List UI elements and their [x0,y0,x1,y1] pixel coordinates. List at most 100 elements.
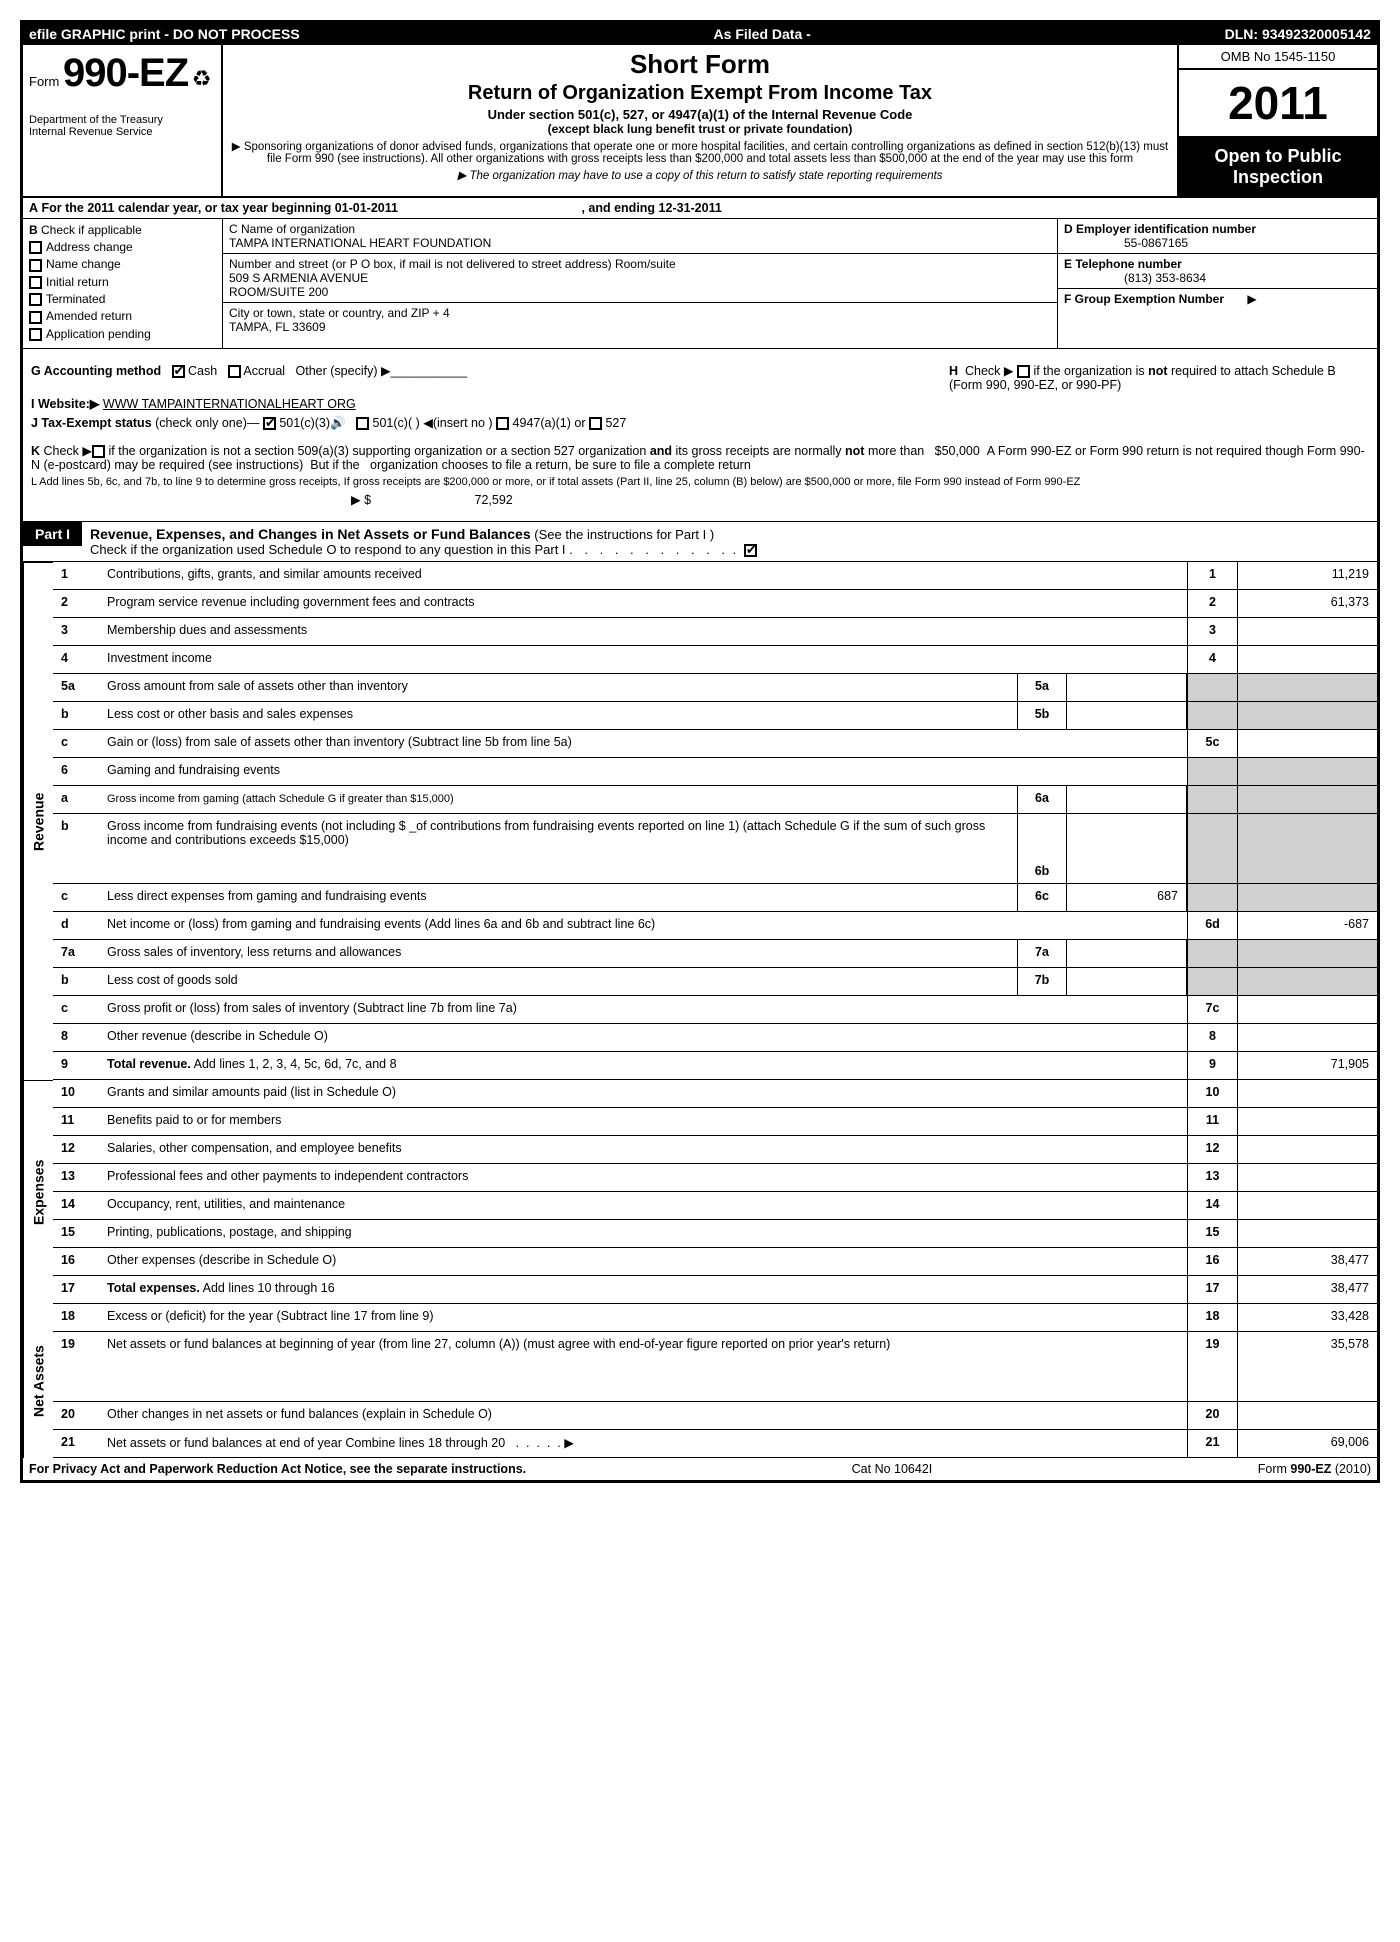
subtitle-2: (except black lung benefit trust or priv… [231,122,1169,136]
line-num: 20 [53,1402,103,1429]
topbar-left: efile GRAPHIC print - DO NOT PROCESS [29,26,300,42]
tax-year: 2011 [1179,70,1377,138]
middle-block: G Accounting method Cash Accrual Other (… [23,349,1377,522]
outer-shaded [1187,940,1237,967]
line-desc: Net assets or fund balances at beginning… [103,1332,1187,1401]
line-num: 10 [53,1080,103,1107]
chk-amended-return[interactable]: Amended return [29,309,216,323]
chk-address-change[interactable]: Address change [29,240,216,254]
omb-number: OMB No 1545-1150 [1179,45,1377,70]
line-num: 16 [53,1248,103,1275]
chk-application-pending[interactable]: Application pending [29,327,216,341]
chk-initial-return[interactable]: Initial return [29,275,216,289]
fine-print-1: ▶ Sponsoring organizations of donor advi… [231,139,1169,165]
line-num: b [53,702,103,729]
expenses-label: Expenses [23,1080,53,1304]
outer-num: 2 [1187,590,1237,617]
line-num: 5a [53,674,103,701]
f-label: F Group Exemption Number [1064,292,1224,306]
outer-shaded-val [1237,884,1377,911]
g-accounting: G Accounting method Cash Accrual Other (… [31,363,467,392]
chk-cash[interactable] [172,365,185,378]
outer-val: 69,006 [1237,1430,1377,1457]
chk-accrual[interactable] [228,365,241,378]
outer-shaded [1187,968,1237,995]
c-label: C Name of organization [229,222,1051,236]
topbar-right: DLN: 93492320005142 [1225,26,1371,42]
line-num: 2 [53,590,103,617]
line-desc: Investment income [103,646,1187,673]
line-desc: Membership dues and assessments [103,618,1187,645]
line-num: 17 [53,1276,103,1303]
line-desc: Gain or (loss) from sale of assets other… [103,730,1187,757]
outer-val [1237,1108,1377,1135]
chk-4947[interactable] [496,417,509,430]
chk-name-change[interactable]: Name change [29,257,216,271]
line-row: 19Net assets or fund balances at beginni… [53,1332,1377,1402]
outer-val: -687 [1237,912,1377,939]
inner-num: 5b [1017,702,1067,729]
section-d-e-f: D Employer identification number 55-0867… [1057,219,1377,348]
line-num: a [53,786,103,813]
e-label: E Telephone number [1064,257,1182,271]
line-row: 1Contributions, gifts, grants, and simil… [53,562,1377,590]
line-row: bLess cost of goods sold7b [53,968,1377,996]
chk-k[interactable] [92,445,105,458]
line-num: 6 [53,758,103,785]
outer-num: 4 [1187,646,1237,673]
line-num: 18 [53,1304,103,1331]
outer-num: 15 [1187,1220,1237,1247]
outer-val [1237,1192,1377,1219]
top-bar: efile GRAPHIC print - DO NOT PROCESS As … [23,23,1377,45]
line-desc: Net assets or fund balances at end of ye… [103,1430,1187,1457]
line-row: 5aGross amount from sale of assets other… [53,674,1377,702]
outer-num: 18 [1187,1304,1237,1331]
inner-num: 6a [1017,786,1067,813]
line-desc: Less cost or other basis and sales expen… [103,702,1017,729]
chk-terminated[interactable]: Terminated [29,292,216,306]
line-desc: Program service revenue including govern… [103,590,1187,617]
netassets-section: Net Assets 18Excess or (deficit) for the… [23,1304,1377,1458]
chk-schedule-o[interactable] [744,544,757,557]
inner-num: 6c [1017,884,1067,911]
phone-value: (813) 353-8634 [1064,271,1371,285]
line-row: 14Occupancy, rent, utilities, and mainte… [53,1192,1377,1220]
inner-val [1067,814,1187,883]
line-row: cGain or (loss) from sale of assets othe… [53,730,1377,758]
outer-val: 38,477 [1237,1248,1377,1275]
header-left: Form 990-EZ ♻ Department of the Treasury… [23,45,223,196]
topbar-mid: As Filed Data - [714,26,811,42]
chk-schedule-b[interactable] [1017,365,1030,378]
line-num: 7a [53,940,103,967]
chk-501c3[interactable] [263,417,276,430]
dept-treasury: Department of the Treasury [29,114,215,126]
line-row: 6Gaming and fundraising events [53,758,1377,786]
chk-501c[interactable] [356,417,369,430]
inner-val [1067,674,1187,701]
line-num: 14 [53,1192,103,1219]
line-row: 15Printing, publications, postage, and s… [53,1220,1377,1248]
line-desc: Less cost of goods sold [103,968,1017,995]
outer-shaded [1187,884,1237,911]
outer-num: 13 [1187,1164,1237,1191]
outer-num: 17 [1187,1276,1237,1303]
line-num: 1 [53,562,103,589]
d-label: D Employer identification number [1064,222,1256,236]
outer-shaded [1187,814,1237,883]
outer-val: 33,428 [1237,1304,1377,1331]
line-num: 11 [53,1108,103,1135]
fine-print-2: ▶ The organization may have to use a cop… [231,168,1169,182]
line-num: 8 [53,1024,103,1051]
line-desc: Other changes in net assets or fund bala… [103,1402,1187,1429]
section-b-checkboxes: B Check if applicable Address change Nam… [23,219,223,348]
part1-title: Revenue, Expenses, and Changes in Net As… [82,522,1377,561]
line-desc: Total expenses. Add lines 10 through 16 [103,1276,1187,1303]
outer-num: 10 [1187,1080,1237,1107]
header-right: OMB No 1545-1150 2011 Open to Public Ins… [1177,45,1377,196]
calendar-line: A For the 2011 calendar year, or tax yea… [23,198,1377,219]
inner-val [1067,940,1187,967]
h-schedule-b: H Check ▶ if the organization is not req… [949,363,1369,392]
outer-val [1237,1024,1377,1051]
chk-527[interactable] [589,417,602,430]
inner-val [1067,702,1187,729]
